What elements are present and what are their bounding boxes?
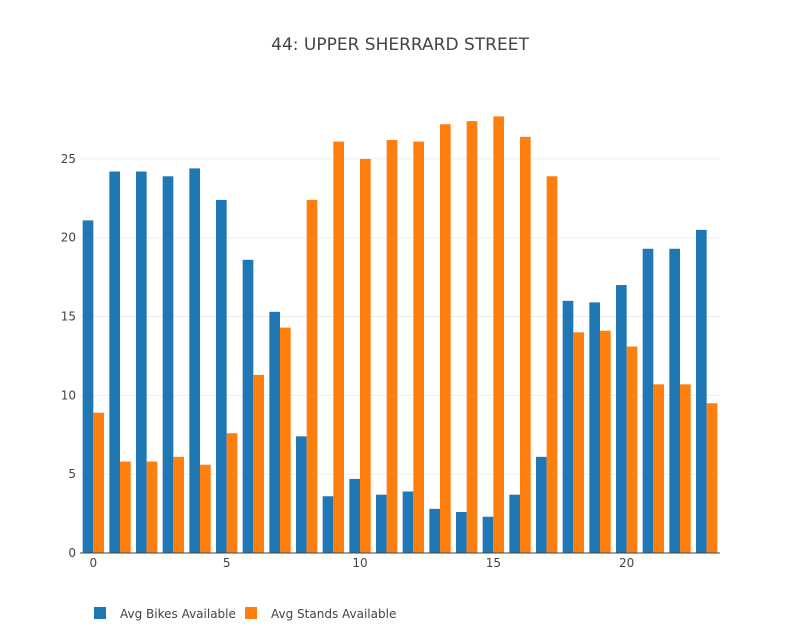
bar-bikes[interactable]	[456, 512, 467, 553]
bar-bikes[interactable]	[216, 199, 227, 553]
y-tick-label: 25	[61, 152, 76, 166]
chart-title: 44: UPPER SHERRARD STREET	[271, 35, 529, 55]
bar-stands[interactable]	[253, 374, 264, 553]
bar-bikes[interactable]	[562, 300, 574, 553]
y-tick-label: 10	[61, 388, 76, 402]
bar-stands[interactable]	[306, 199, 318, 553]
y-tick-label: 15	[61, 310, 76, 324]
x-tick-label: 10	[352, 556, 367, 570]
x-tick-label: 20	[619, 556, 634, 570]
bar-bikes[interactable]	[136, 171, 147, 554]
bar-stands[interactable]	[120, 461, 131, 553]
bar-bikes[interactable]	[242, 259, 254, 553]
bar-bikes[interactable]	[109, 171, 120, 554]
bar-stands[interactable]	[280, 327, 291, 553]
y-tick-label: 0	[68, 546, 76, 560]
bar-bikes[interactable]	[349, 478, 360, 553]
bar-bikes[interactable]	[402, 491, 414, 553]
legend-swatch[interactable]	[94, 607, 106, 619]
bar-stands[interactable]	[520, 136, 531, 553]
bar-bikes[interactable]	[696, 229, 707, 553]
bar-bikes[interactable]	[482, 516, 494, 553]
bar-stands[interactable]	[200, 464, 211, 553]
axes: 0 5 10 15 20 25 0 5 10 15 20	[61, 152, 720, 570]
bar-stands[interactable]	[706, 403, 718, 553]
bar-stands[interactable]	[146, 461, 158, 553]
y-tick-label: 5	[68, 467, 76, 481]
bar-stands[interactable]	[173, 456, 184, 553]
bar-stands[interactable]	[93, 412, 104, 553]
bar-stands[interactable]	[573, 332, 584, 553]
bar-stands[interactable]	[600, 330, 611, 553]
legend-swatch[interactable]	[245, 607, 257, 619]
bar-stands[interactable]	[440, 124, 451, 553]
bar-bikes[interactable]	[429, 508, 440, 553]
legend-label[interactable]: Avg Bikes Available	[120, 607, 236, 621]
bar-stands[interactable]	[546, 176, 558, 553]
x-tick-label: 15	[486, 556, 501, 570]
bar-stands[interactable]	[680, 384, 691, 553]
bar-stands[interactable]	[360, 158, 371, 554]
bar-stands[interactable]	[413, 141, 424, 554]
bar-bikes[interactable]	[589, 302, 600, 553]
bar-bikes[interactable]	[269, 311, 280, 553]
bar-bikes[interactable]	[642, 248, 654, 553]
gridlines	[80, 158, 720, 475]
bar-bikes[interactable]	[376, 494, 387, 553]
bar-stands[interactable]	[653, 384, 664, 553]
bar-bikes[interactable]	[162, 176, 174, 553]
x-tick-label: 0	[90, 556, 98, 570]
legend: Avg Bikes Available Avg Stands Available	[94, 607, 396, 621]
legend-label[interactable]: Avg Stands Available	[271, 607, 396, 621]
bars	[82, 116, 718, 554]
bar-stands[interactable]	[466, 121, 478, 554]
bar-bikes[interactable]	[616, 285, 627, 553]
bar-bikes[interactable]	[82, 220, 94, 553]
y-tick-label: 20	[61, 231, 76, 245]
bar-stands[interactable]	[226, 433, 238, 553]
x-tick-label: 5	[223, 556, 231, 570]
bar-bikes[interactable]	[189, 168, 200, 553]
bar-bikes[interactable]	[536, 456, 547, 553]
bar-bikes[interactable]	[509, 494, 520, 553]
bar-stands[interactable]	[626, 346, 638, 553]
bar-stands[interactable]	[333, 141, 344, 554]
bar-stands[interactable]	[386, 140, 398, 553]
bar-stands[interactable]	[493, 116, 504, 554]
bar-bikes[interactable]	[296, 436, 307, 553]
bar-bikes[interactable]	[322, 496, 334, 553]
bar-bikes[interactable]	[669, 248, 680, 553]
